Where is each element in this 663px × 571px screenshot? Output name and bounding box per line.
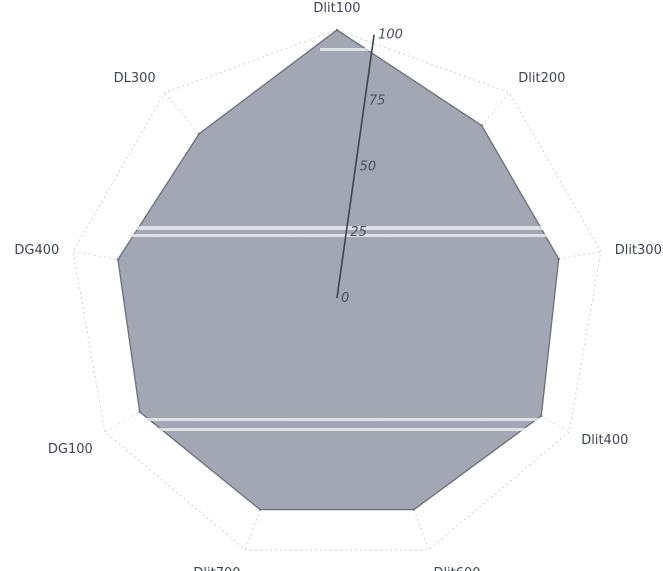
data-point-Dlit700 (258, 508, 262, 511)
category-label-DL300: DL300 (114, 71, 156, 86)
category-label-Dlit700: Dlit700 (193, 566, 240, 571)
category-labels: Dlit100 Dlit200 Dlit300 Dlit400 Dlit600 Dlit7… (14, 1, 661, 571)
radial-tick-0: 0 (341, 291, 349, 306)
category-label-Dlit600: Dlit600 (433, 566, 480, 571)
data-point-Dlit300 (557, 257, 560, 261)
scan-band-1 (130, 226, 550, 230)
scan-band-5 (320, 48, 370, 51)
data-point-Dlit100 (335, 28, 339, 32)
category-label-DG400: DG400 (14, 243, 59, 258)
data-point-DG400 (116, 258, 120, 261)
scan-band-2 (130, 234, 550, 237)
data-point-Dlit600 (412, 508, 416, 511)
data-area-layer (116, 28, 560, 511)
data-point-DL300 (197, 132, 201, 135)
scan-band-3 (120, 418, 540, 421)
category-label-Dlit400: Dlit400 (581, 433, 628, 448)
category-label-Dlit300: Dlit300 (615, 243, 662, 258)
radial-axis (336, 34, 375, 299)
radial-tick-50: 50 (360, 159, 377, 174)
data-point-Dlit200 (480, 124, 483, 127)
radial-tick-100: 100 (378, 28, 403, 43)
radial-tick-75: 75 (369, 93, 386, 108)
category-label-DG100: DG100 (48, 442, 93, 457)
data-point-DG100 (138, 410, 141, 414)
radial-tick-labels: 0 25 50 75 100 (341, 28, 403, 306)
scan-bands (120, 48, 550, 431)
radial-axis-line (336, 34, 375, 299)
series-area-0 (117, 29, 560, 511)
scan-band-4 (120, 428, 540, 431)
category-label-Dlit100: Dlit100 (313, 1, 360, 16)
category-label-Dlit200: Dlit200 (518, 71, 565, 86)
radial-tick-25: 25 (350, 225, 367, 240)
data-point-Dlit400 (540, 414, 543, 418)
